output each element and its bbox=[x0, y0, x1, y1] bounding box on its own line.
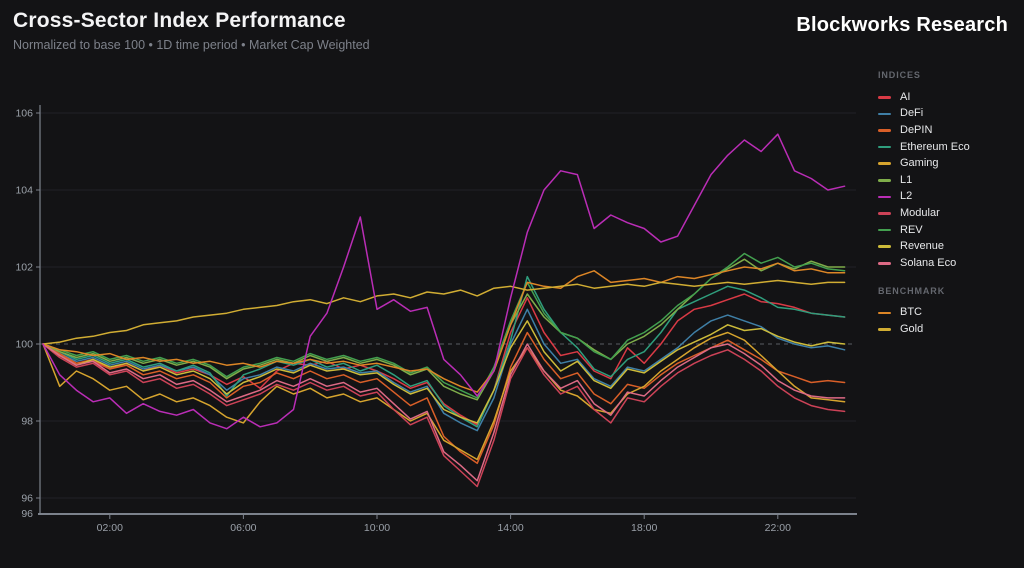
x-tick-label: 06:00 bbox=[230, 522, 256, 534]
legend-indices-header: INDICES bbox=[878, 70, 921, 80]
legend-item-l1[interactable]: L1 bbox=[878, 172, 1018, 189]
legend-label: L2 bbox=[900, 190, 913, 203]
legend-label: Solana Eco bbox=[900, 256, 957, 269]
series-line-btc bbox=[42, 262, 846, 393]
legend-swatch-ethereum-eco bbox=[878, 145, 891, 149]
legend-swatch-modular bbox=[878, 212, 891, 215]
legend-item-l2[interactable]: L2 bbox=[878, 189, 1018, 206]
legend-label: DeFi bbox=[900, 107, 924, 120]
series-line-l2 bbox=[42, 133, 846, 430]
series-line-ethereum-eco bbox=[42, 275, 846, 428]
legend-label: Gold bbox=[900, 322, 924, 335]
legend-swatch-revenue bbox=[878, 245, 891, 248]
y-tick-label: 98 bbox=[21, 416, 33, 428]
series-line-rev bbox=[42, 252, 846, 399]
legend-swatch-defi bbox=[878, 112, 891, 116]
page-title: Cross-Sector Index Performance bbox=[13, 9, 346, 32]
legend-item-depin[interactable]: DePIN bbox=[878, 122, 1018, 139]
series-line-solana-eco bbox=[42, 343, 846, 482]
legend-swatch-gold bbox=[878, 328, 891, 331]
series-line-modular bbox=[42, 343, 846, 488]
legend-label: AI bbox=[900, 90, 911, 103]
x-tick-label: 18:00 bbox=[631, 522, 657, 534]
legend-label: DePIN bbox=[900, 123, 933, 136]
x-tick-label: 14:00 bbox=[497, 522, 523, 534]
x-tick-label: 10:00 bbox=[364, 522, 390, 534]
legend-label: BTC bbox=[900, 306, 922, 319]
legend-swatch-l1 bbox=[878, 178, 891, 182]
legend-benchmark-header: BENCHMARK bbox=[878, 285, 946, 296]
series-line-depin bbox=[42, 331, 846, 465]
header: Cross-Sector Index Performance Normalize… bbox=[13, 8, 370, 52]
brand-logo: Blockworks Research bbox=[796, 14, 1008, 36]
legend-item-revenue[interactable]: Revenue bbox=[878, 238, 1018, 255]
legend-section-benchmark: BENCHMARK BTC Gold bbox=[878, 286, 1018, 338]
legend-section-indices: INDICES AI DeFi DePIN Ethereum Eco Gaming L1 L… bbox=[878, 70, 1018, 272]
series-line-ai bbox=[42, 293, 846, 426]
x-tick-label: 02:00 bbox=[97, 522, 123, 534]
legend-swatch-depin bbox=[878, 129, 891, 132]
legend-item-gold[interactable]: Gold bbox=[878, 321, 1018, 338]
legend-label: REV bbox=[900, 223, 923, 236]
legend-item-btc[interactable]: BTC bbox=[878, 305, 1018, 322]
page-subtitle: Normalized to base 100 • 1D time period … bbox=[13, 38, 370, 52]
legend-swatch-rev bbox=[878, 228, 891, 232]
x-tick-label: 22:00 bbox=[765, 522, 791, 534]
legend-label: Ethereum Eco bbox=[900, 140, 970, 153]
legend-swatch-ai bbox=[878, 96, 891, 99]
legend-item-modular[interactable]: Modular bbox=[878, 205, 1018, 222]
legend-swatch-gaming bbox=[878, 162, 891, 165]
legend-item-ethereum-eco[interactable]: Ethereum Eco bbox=[878, 139, 1018, 156]
y-axis-min-label: 96 bbox=[21, 508, 33, 520]
legend-swatch-solana-eco bbox=[878, 261, 891, 265]
y-tick-label: 106 bbox=[15, 108, 33, 120]
series-line-revenue bbox=[42, 320, 846, 424]
legend-label: Revenue bbox=[900, 240, 945, 253]
legend-indices-list: AI DeFi DePIN Ethereum Eco Gaming L1 L2 Modular… bbox=[878, 89, 1018, 272]
legend-swatch-btc bbox=[878, 311, 891, 315]
y-tick-label: 104 bbox=[15, 185, 33, 197]
series-line-gaming bbox=[42, 331, 846, 461]
y-tick-label: 100 bbox=[15, 339, 33, 351]
y-tick-label: 102 bbox=[15, 262, 33, 274]
legend-item-solana-eco[interactable]: Solana Eco bbox=[878, 255, 1018, 272]
legend-item-gaming[interactable]: Gaming bbox=[878, 155, 1018, 172]
legend-swatch-l2 bbox=[878, 195, 891, 199]
legend-panel: INDICES AI DeFi DePIN Ethereum Eco Gaming L1 L… bbox=[878, 70, 1018, 352]
legend-label: Modular bbox=[900, 206, 940, 219]
legend-item-ai[interactable]: AI bbox=[878, 89, 1018, 106]
legend-label: Gaming bbox=[900, 157, 939, 170]
legend-label: L1 bbox=[900, 173, 913, 186]
y-tick-label: 96 bbox=[21, 493, 33, 505]
legend-item-rev[interactable]: REV bbox=[878, 222, 1018, 239]
legend-item-defi[interactable]: DeFi bbox=[878, 106, 1018, 123]
legend-benchmark-list: BTC Gold bbox=[878, 305, 1018, 338]
series-line-gold bbox=[42, 279, 846, 345]
